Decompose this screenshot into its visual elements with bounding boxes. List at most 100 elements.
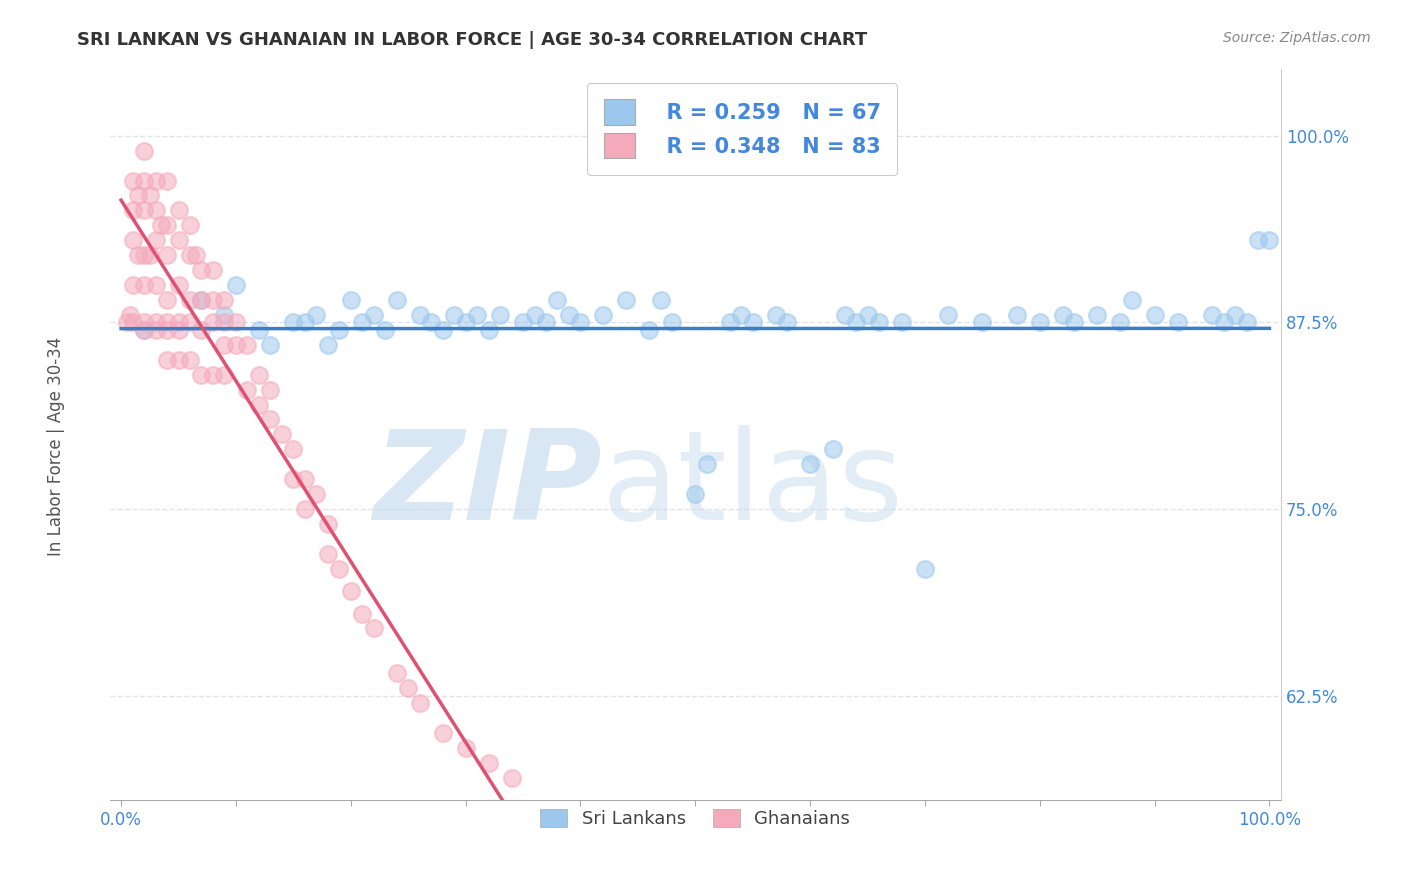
Point [236,383,259,397]
Point [145,315,167,329]
Point [167,203,190,218]
Point [316,338,339,352]
Point [259,383,281,397]
Point [184,248,207,262]
Point [247,397,270,411]
Point [201,368,224,382]
Point [150,219,173,233]
Point [127,248,149,262]
Point [396,681,419,696]
Point [201,263,224,277]
Point [558,308,581,322]
Point [352,315,374,329]
Point [179,315,201,329]
Point [799,457,821,471]
Point [834,308,856,322]
Point [776,315,799,329]
Point [685,487,707,501]
Point [638,323,661,337]
Point [1223,308,1246,322]
Point [167,323,190,337]
Point [167,278,190,293]
Point [145,278,167,293]
Point [489,308,512,322]
Point [201,315,224,329]
Point [156,352,179,367]
Point [132,323,155,337]
Point [1236,315,1258,329]
Point [294,472,316,486]
Point [443,308,465,322]
Point [454,315,477,329]
Point [120,308,142,322]
Legend: Sri Lankans, Ghanaians: Sri Lankans, Ghanaians [533,801,858,835]
Point [156,315,179,329]
Point [121,173,143,187]
Point [432,726,454,740]
Point [190,368,212,382]
Text: ZIP: ZIP [373,425,602,546]
Point [914,562,936,576]
Point [179,248,201,262]
Point [214,368,236,382]
Point [1143,308,1166,322]
Point [477,323,499,337]
Point [363,622,385,636]
Point [167,352,190,367]
Text: In Labor Force | Age 30-34: In Labor Force | Age 30-34 [48,336,65,556]
Point [454,741,477,756]
Point [179,352,201,367]
Point [294,502,316,516]
Point [1258,233,1281,247]
Point [868,315,890,329]
Point [1052,308,1074,322]
Point [1201,308,1223,322]
Point [501,771,523,785]
Point [305,308,328,322]
Point [363,308,385,322]
Point [225,278,247,293]
Point [167,315,190,329]
Point [145,233,167,247]
Point [328,562,350,576]
Point [1167,315,1189,329]
Point [270,427,292,442]
Point [316,547,339,561]
Point [936,308,959,322]
Text: Source: ZipAtlas.com: Source: ZipAtlas.com [1223,31,1371,45]
Point [214,315,236,329]
Point [294,315,316,329]
Point [179,293,201,307]
Point [823,442,845,457]
Point [156,293,179,307]
Point [891,315,914,329]
Point [127,188,149,202]
Point [339,584,361,599]
Point [547,293,569,307]
Point [385,293,408,307]
Point [190,323,212,337]
Point [156,219,179,233]
Point [283,442,305,457]
Point [316,516,339,531]
Point [145,323,167,337]
Point [132,173,155,187]
Point [352,607,374,621]
Point [765,308,787,322]
Point [156,248,179,262]
Point [247,368,270,382]
Point [465,308,488,322]
Point [132,144,155,158]
Point [1029,315,1052,329]
Point [1085,308,1108,322]
Point [1247,233,1270,247]
Point [1063,315,1085,329]
Point [132,315,155,329]
Point [167,233,190,247]
Point [121,278,143,293]
Point [328,323,350,337]
Point [845,315,868,329]
Point [121,315,143,329]
Point [145,203,167,218]
Point [339,293,361,307]
